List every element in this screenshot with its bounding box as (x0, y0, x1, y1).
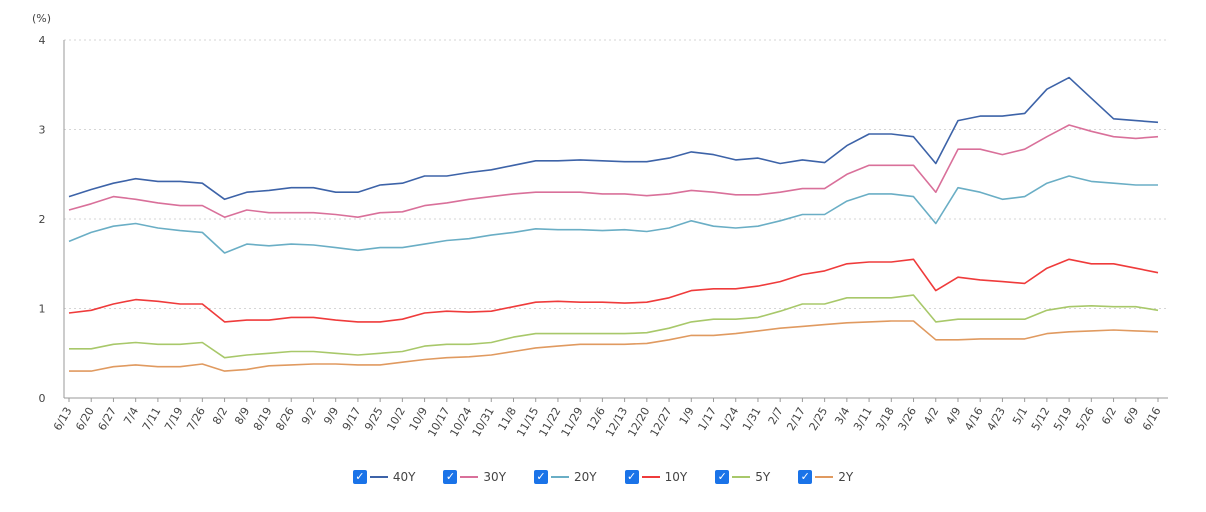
legend-swatch (460, 476, 479, 478)
x-tick-label: 9/2 (299, 405, 319, 427)
x-tick-label: 6/9 (1121, 405, 1141, 427)
x-tick-label: 10/31 (470, 405, 497, 439)
x-tick-label: 1/9 (677, 405, 697, 427)
x-tick-label: 8/19 (251, 405, 275, 433)
legend-label: 10Y (664, 470, 688, 484)
legend-swatch (732, 476, 751, 478)
x-tick-label: 2/25 (807, 405, 831, 433)
y-unit-label: (%) (32, 12, 51, 25)
series-line-10y (68, 258, 1159, 323)
x-tick-label: 6/20 (73, 405, 97, 433)
legend-swatch (551, 476, 570, 478)
checkbox-icon[interactable]: ✓ (798, 470, 813, 484)
legend-swatch (641, 476, 660, 478)
legend-label: 20Y (574, 470, 597, 484)
chart-legend: ✓ 40Y ✓ 30Y ✓ 20Y ✓ 10Y ✓ 5Y ✓ 2Y (0, 470, 1206, 484)
checkbox-icon[interactable]: ✓ (443, 470, 458, 484)
x-tick-label: 4/16 (962, 405, 986, 433)
series-line-30y (68, 124, 1159, 218)
x-tick-label: 8/26 (273, 405, 297, 433)
legend-swatch (815, 476, 834, 478)
x-tick-label: 4/23 (984, 405, 1008, 433)
x-tick-label: 9/25 (362, 405, 386, 433)
x-tick-label: 7/26 (184, 405, 208, 433)
legend-item-30y[interactable]: ✓ 30Y (443, 470, 506, 484)
legend-item-40y[interactable]: ✓ 40Y (352, 470, 416, 484)
x-tick-label: 1/31 (740, 405, 764, 433)
x-tick-label: 12/27 (648, 405, 675, 439)
x-tick-label: 4/9 (943, 405, 963, 427)
x-tick-label: 10/2 (384, 405, 408, 433)
x-tick-label: 1/17 (695, 405, 719, 433)
checkbox-icon[interactable]: ✓ (352, 470, 367, 484)
x-tick-label: 9/9 (321, 405, 341, 427)
series-line-20y (68, 175, 1158, 254)
x-tick-label: 5/19 (1051, 405, 1075, 433)
x-tick-label: 3/11 (851, 405, 875, 433)
legend-label: 5Y (755, 470, 771, 484)
x-tick-label: 8/2 (210, 405, 230, 427)
legend-item-2y[interactable]: ✓ 2Y (798, 470, 853, 484)
series-line-2y (69, 320, 1159, 372)
legend-label: 30Y (483, 470, 507, 484)
series-lines (68, 76, 1159, 372)
grid-lines (64, 39, 1168, 309)
y-tick-label: 4 (39, 34, 46, 47)
checkbox-icon[interactable]: ✓ (624, 470, 639, 484)
checkbox-icon[interactable]: ✓ (534, 470, 549, 484)
x-tick-label: 6/13 (51, 405, 75, 433)
x-tick-label: 1/24 (718, 405, 742, 433)
series-line-40y (68, 76, 1159, 201)
x-tick-label: 2/7 (766, 405, 786, 427)
x-tick-label: 4/2 (921, 405, 941, 427)
x-tick-label: 8/9 (232, 405, 252, 427)
x-tick-label: 6/2 (1099, 405, 1119, 427)
checkbox-icon[interactable]: ✓ (715, 470, 730, 484)
legend-item-10y[interactable]: ✓ 10Y (624, 470, 688, 484)
x-tick-label: 7/4 (121, 405, 141, 427)
legend-swatch (369, 476, 388, 478)
y-tick-label: 3 (39, 124, 46, 137)
legend-label: 40Y (392, 470, 416, 484)
y-tick-label: 0 (39, 392, 46, 405)
x-tick-label: 6/27 (95, 405, 119, 433)
legend-item-5y[interactable]: ✓ 5Y (715, 470, 770, 484)
x-tick-label: 9/17 (340, 405, 364, 433)
y-tick-label: 2 (39, 213, 46, 226)
legend-item-20y[interactable]: ✓ 20Y (534, 470, 597, 484)
x-tick-label: 3/18 (873, 405, 897, 433)
x-tick-label: 3/26 (896, 405, 920, 433)
x-tick-label: 5/12 (1029, 405, 1053, 433)
x-tick-label: 5/26 (1073, 405, 1097, 433)
x-tick-label: 11/29 (559, 405, 586, 439)
legend-label: 2Y (838, 470, 854, 484)
x-tick-label: 5/1 (1010, 405, 1030, 427)
x-tick-label: 7/11 (140, 405, 164, 433)
x-tick-label: 2/17 (784, 405, 808, 433)
series-line-5y (69, 294, 1159, 359)
x-tick-label: 3/4 (832, 405, 852, 427)
x-tick-label: 7/19 (162, 405, 186, 433)
y-tick-label: 1 (39, 303, 46, 316)
x-tick-label: 6/16 (1140, 405, 1164, 433)
